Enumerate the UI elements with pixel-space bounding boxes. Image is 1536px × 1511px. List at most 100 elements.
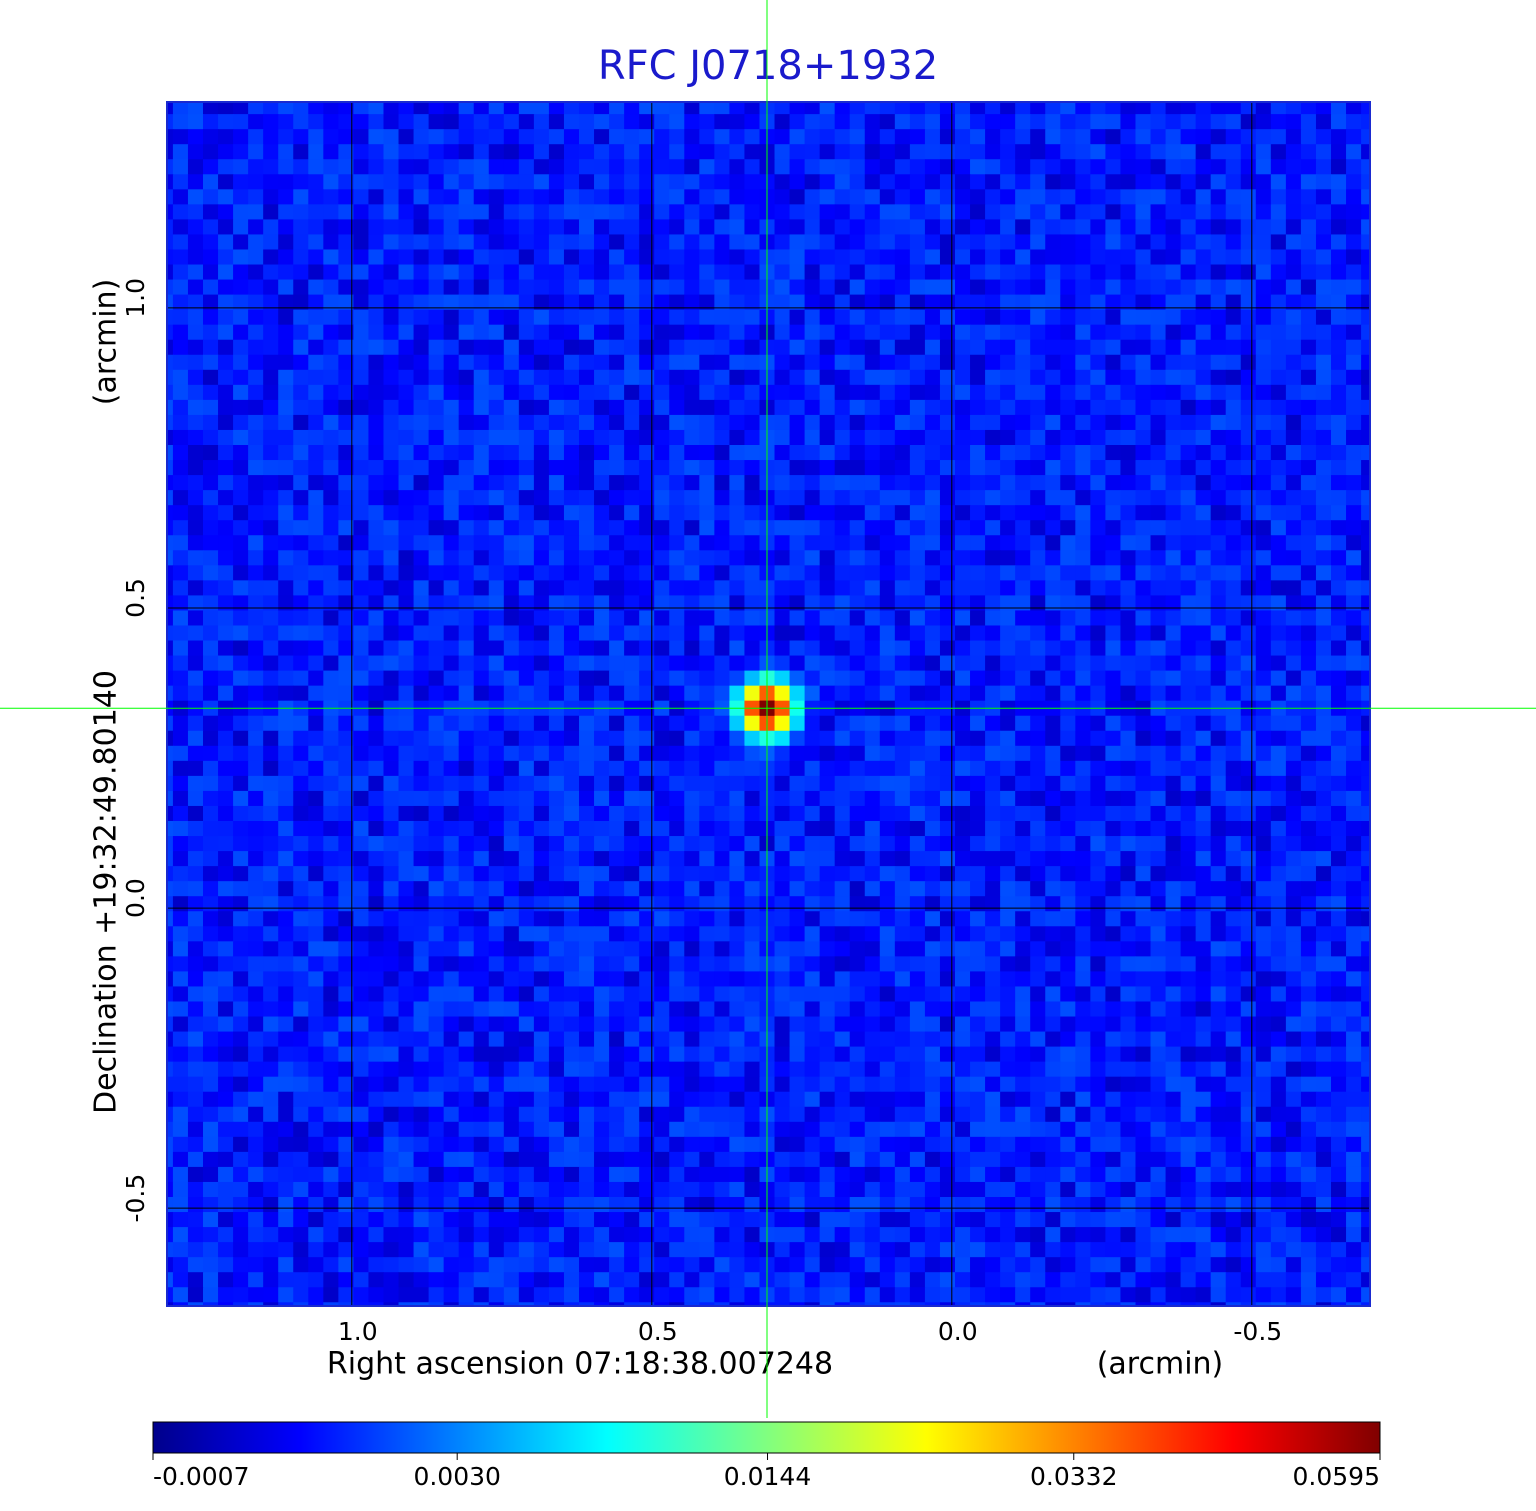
image-pixel bbox=[1135, 941, 1152, 957]
image-pixel bbox=[594, 1016, 610, 1033]
image-pixel bbox=[789, 102, 806, 115]
image-pixel bbox=[699, 610, 715, 626]
image-pixel bbox=[970, 1016, 986, 1033]
image-pixel bbox=[563, 760, 580, 777]
image-pixel bbox=[624, 144, 640, 160]
image-pixel bbox=[789, 715, 806, 732]
image-pixel bbox=[609, 971, 625, 987]
image-pixel bbox=[548, 1016, 565, 1033]
image-pixel bbox=[172, 219, 189, 235]
image-pixel bbox=[263, 1016, 279, 1033]
image-pixel bbox=[383, 610, 400, 626]
image-pixel bbox=[473, 249, 490, 266]
image-pixel bbox=[338, 294, 354, 311]
image-pixel bbox=[1000, 655, 1016, 672]
image-pixel bbox=[548, 821, 565, 837]
image-pixel bbox=[413, 535, 430, 551]
image-pixel bbox=[594, 926, 610, 942]
image-pixel bbox=[458, 354, 475, 371]
image-pixel bbox=[473, 821, 490, 837]
image-pixel bbox=[308, 490, 324, 506]
image-pixel bbox=[789, 159, 806, 175]
image-pixel bbox=[187, 896, 204, 912]
image-pixel bbox=[187, 760, 204, 777]
image-pixel bbox=[1315, 851, 1332, 867]
image-pixel bbox=[1075, 670, 1091, 687]
image-pixel bbox=[563, 505, 580, 521]
image-pixel bbox=[684, 1016, 700, 1033]
image-pixel bbox=[1255, 129, 1272, 145]
image-pixel bbox=[428, 189, 445, 205]
image-pixel bbox=[1240, 625, 1257, 642]
image-pixel bbox=[789, 399, 806, 416]
image-pixel bbox=[1105, 715, 1121, 732]
image-pixel bbox=[488, 159, 505, 175]
image-pixel bbox=[368, 550, 384, 566]
image-pixel bbox=[594, 174, 610, 190]
image-pixel bbox=[1030, 144, 1046, 160]
image-pixel bbox=[654, 384, 670, 401]
image-pixel bbox=[639, 399, 655, 416]
image-pixel bbox=[1135, 1001, 1152, 1018]
image-pixel bbox=[654, 429, 670, 446]
image-pixel bbox=[579, 745, 595, 762]
image-pixel bbox=[1285, 760, 1302, 777]
image-pixel bbox=[819, 836, 836, 852]
image-pixel bbox=[729, 520, 745, 536]
image-pixel bbox=[488, 475, 505, 491]
image-pixel bbox=[398, 565, 415, 581]
image-pixel bbox=[985, 369, 1001, 386]
image-pixel bbox=[879, 204, 896, 220]
image-pixel bbox=[548, 745, 565, 762]
image-pixel bbox=[398, 234, 415, 250]
image-pixel bbox=[443, 324, 460, 341]
image-pixel bbox=[864, 294, 881, 311]
image-pixel bbox=[789, 324, 806, 341]
image-pixel bbox=[1165, 941, 1182, 957]
image-pixel bbox=[488, 369, 505, 386]
image-pixel bbox=[353, 384, 369, 401]
image-pixel bbox=[864, 956, 881, 972]
image-pixel bbox=[955, 911, 971, 927]
image-pixel bbox=[609, 369, 625, 386]
image-pixel bbox=[518, 294, 535, 311]
image-pixel bbox=[1060, 114, 1076, 130]
image-pixel bbox=[1210, 640, 1227, 657]
image-pixel bbox=[353, 775, 369, 792]
image-pixel bbox=[1195, 971, 1212, 987]
image-pixel bbox=[1225, 535, 1242, 551]
image-pixel bbox=[1045, 550, 1061, 566]
image-pixel bbox=[714, 745, 730, 762]
image-pixel bbox=[639, 896, 655, 912]
image-pixel bbox=[533, 384, 550, 401]
image-pixel bbox=[1015, 144, 1031, 160]
image-pixel bbox=[1361, 851, 1371, 867]
image-pixel bbox=[1346, 490, 1362, 506]
image-pixel bbox=[548, 475, 565, 491]
image-pixel bbox=[398, 760, 415, 777]
image-pixel bbox=[1210, 339, 1227, 356]
image-pixel bbox=[293, 102, 309, 115]
image-pixel bbox=[233, 625, 249, 642]
image-pixel bbox=[804, 1001, 821, 1018]
image-pixel bbox=[1135, 309, 1152, 326]
image-pixel bbox=[864, 715, 881, 732]
image-pixel bbox=[864, 941, 881, 957]
image-pixel bbox=[563, 550, 580, 566]
image-pixel bbox=[985, 640, 1001, 657]
image-pixel bbox=[1090, 505, 1106, 521]
image-pixel bbox=[729, 550, 745, 566]
image-pixel bbox=[518, 866, 535, 882]
image-pixel bbox=[323, 595, 339, 611]
image-pixel bbox=[1060, 851, 1076, 867]
image-pixel bbox=[338, 1016, 354, 1033]
image-pixel bbox=[473, 655, 490, 672]
image-pixel bbox=[533, 475, 550, 491]
image-pixel bbox=[879, 640, 896, 657]
image-pixel bbox=[218, 339, 234, 356]
image-pixel bbox=[714, 580, 730, 596]
image-pixel bbox=[744, 144, 760, 160]
image-pixel bbox=[428, 324, 445, 341]
image-pixel bbox=[488, 911, 505, 927]
image-pixel bbox=[939, 429, 956, 446]
